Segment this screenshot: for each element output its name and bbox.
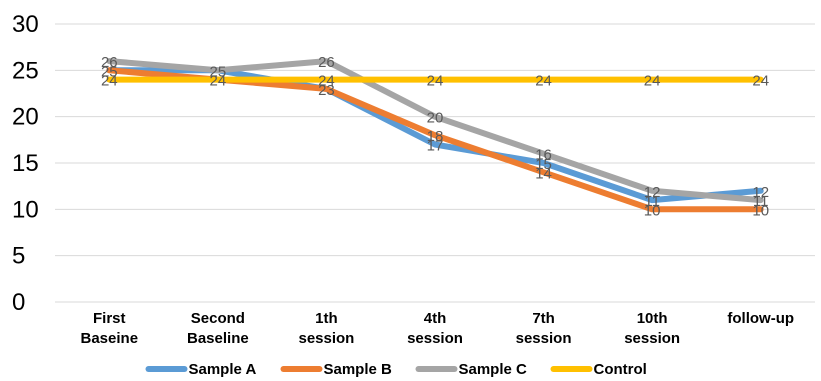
data-label: 17 (427, 137, 444, 154)
data-label: 12 (752, 184, 769, 201)
data-label: 12 (644, 184, 661, 201)
data-labels: 2625242524262423242018172416151424121110… (101, 54, 769, 219)
data-label: 10 (644, 202, 661, 219)
data-label: 11 (753, 193, 769, 210)
legend-label: Control (594, 361, 647, 378)
y-tick-label: 30 (12, 11, 39, 38)
legend-label: Sample A (189, 361, 257, 378)
x-tick-label-line: session (298, 330, 354, 347)
x-tick-label-line: Baseine (81, 330, 139, 347)
x-tick-label: Second Baseline (187, 310, 249, 347)
y-tick-label: 20 (12, 104, 39, 131)
x-tick-label-line: Baseline (187, 330, 249, 347)
x-tick-label: 10th session (624, 310, 680, 347)
data-label: 25 (101, 63, 118, 80)
data-label: 26 (318, 54, 335, 71)
y-tick-label: 0 (12, 289, 25, 316)
x-tick-label: follow-up (727, 310, 794, 327)
y-tick-label: 5 (12, 243, 25, 270)
x-tick-label-line: 10th (637, 310, 668, 327)
series-lines (106, 58, 764, 213)
x-tick-label: 7th session (516, 310, 572, 347)
legend-label: Sample C (459, 361, 528, 378)
x-tick-label: 4th session (407, 310, 463, 347)
data-label: 24 (644, 73, 661, 90)
legend-label: Sample B (324, 361, 393, 378)
x-tick-label-line: 1th (315, 310, 338, 327)
legend: Sample A Sample B Sample C Control (145, 361, 647, 378)
series-line-sample-c (106, 58, 764, 204)
data-label: 10 (752, 202, 769, 219)
data-label: 24 (318, 73, 335, 90)
y-axis-ticks: 0 5 10 15 20 25 30 (12, 11, 39, 316)
data-label: 24 (101, 73, 118, 90)
x-tick-label-line: 4th (424, 310, 447, 327)
data-label: 15 (535, 156, 552, 173)
x-tick-label-line: First (93, 310, 126, 327)
data-label: 24 (210, 73, 227, 90)
x-tick-label: 1th session (298, 310, 354, 347)
x-axis-ticks: First Baseine Second Baseline 1th session 4th s… (81, 310, 795, 347)
data-label: 24 (752, 73, 769, 90)
data-label: 20 (427, 110, 444, 127)
x-tick-label-line: session (516, 330, 572, 347)
x-tick-label: First Baseine (81, 310, 139, 347)
x-tick-label-line: 7th (532, 310, 555, 327)
data-label: 24 (427, 73, 444, 90)
x-tick-label-line: Second (191, 310, 245, 327)
data-label: 11 (644, 193, 660, 210)
data-label: 14 (535, 165, 552, 182)
data-label: 18 (427, 128, 444, 145)
data-label: 23 (318, 82, 335, 99)
data-label: 26 (101, 54, 118, 71)
y-tick-label: 10 (12, 196, 39, 223)
y-tick-label: 15 (12, 150, 39, 177)
data-label: 24 (535, 73, 552, 90)
x-tick-label-line: follow-up (727, 310, 794, 327)
data-label: 25 (210, 63, 227, 80)
data-label: 16 (535, 147, 552, 164)
x-tick-label-line: session (624, 330, 680, 347)
y-tick-label: 25 (12, 57, 39, 84)
x-tick-label-line: session (407, 330, 463, 347)
